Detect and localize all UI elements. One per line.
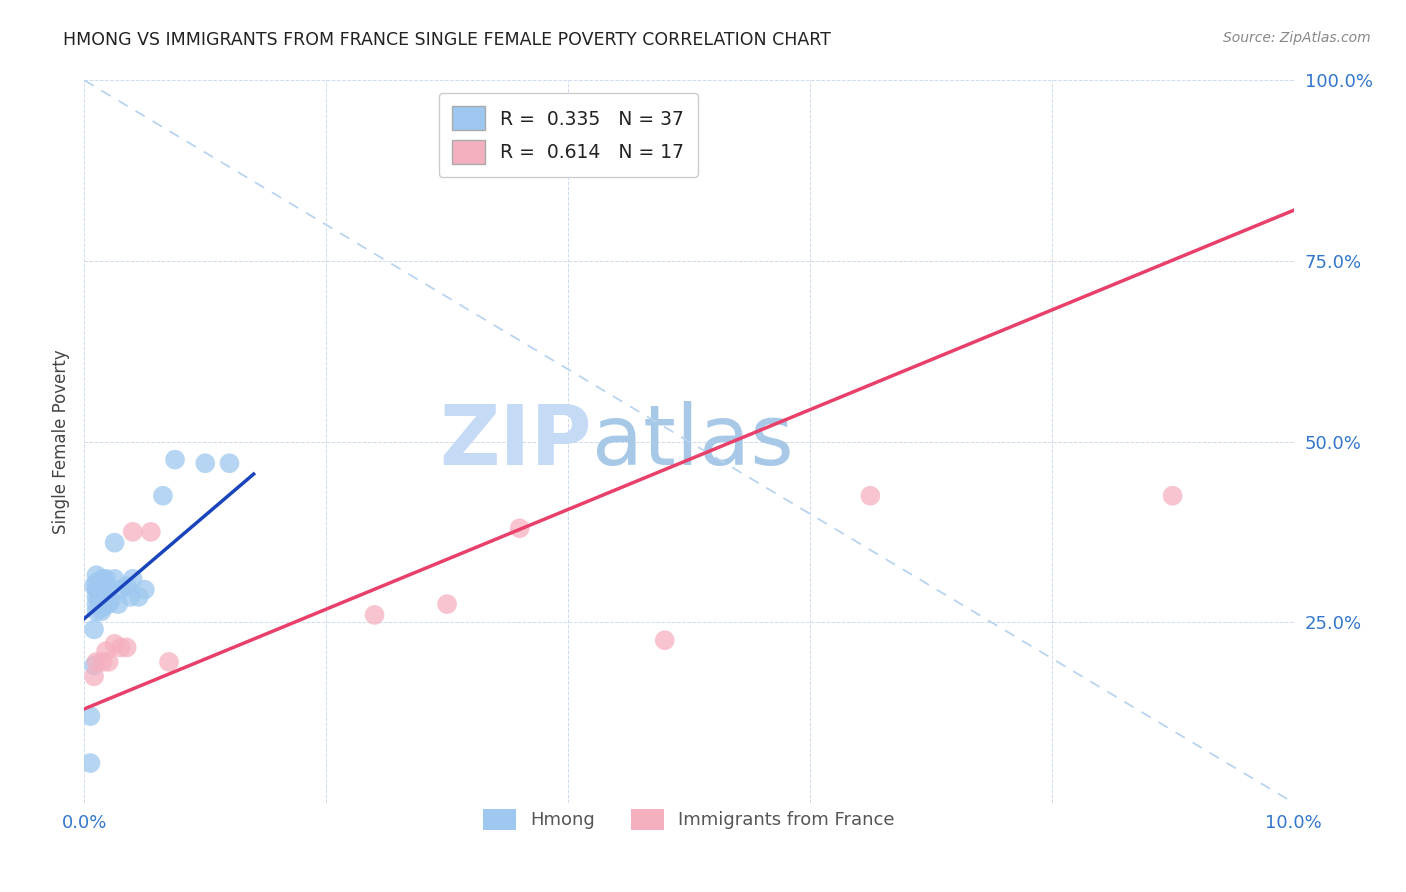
Point — [86, 590, 108, 604]
Point — [94, 572, 117, 586]
Point — [79, 709, 101, 723]
Point — [97, 597, 120, 611]
Point — [83, 658, 105, 673]
Point — [128, 590, 150, 604]
Point — [121, 524, 143, 539]
Point — [87, 590, 110, 604]
Point — [157, 655, 180, 669]
Point — [86, 582, 108, 597]
Point — [86, 568, 108, 582]
Point — [97, 655, 120, 669]
Point — [654, 633, 676, 648]
Text: HMONG VS IMMIGRANTS FROM FRANCE SINGLE FEMALE POVERTY CORRELATION CHART: HMONG VS IMMIGRANTS FROM FRANCE SINGLE F… — [63, 31, 831, 49]
Text: atlas: atlas — [592, 401, 794, 482]
Point — [83, 579, 105, 593]
Point — [79, 756, 101, 770]
Point — [436, 597, 458, 611]
Point — [100, 593, 122, 607]
Y-axis label: Single Female Poverty: Single Female Poverty — [52, 350, 70, 533]
Point — [87, 582, 110, 597]
Point — [115, 640, 138, 655]
Text: Source: ZipAtlas.com: Source: ZipAtlas.com — [1223, 31, 1371, 45]
Point — [165, 452, 187, 467]
Point — [93, 590, 115, 604]
Point — [363, 607, 385, 622]
Point — [94, 597, 117, 611]
Point — [83, 623, 105, 637]
Point — [91, 597, 114, 611]
Point — [121, 572, 143, 586]
Point — [509, 521, 531, 535]
Point — [104, 535, 127, 549]
Point — [218, 456, 240, 470]
Point — [97, 582, 120, 597]
Point — [139, 524, 162, 539]
Point — [91, 655, 114, 669]
Point — [86, 604, 108, 618]
Point — [91, 600, 114, 615]
Text: ZIP: ZIP — [440, 401, 592, 482]
Point — [152, 489, 174, 503]
Point — [94, 644, 117, 658]
Point — [859, 489, 882, 503]
Point — [134, 582, 156, 597]
Point — [104, 637, 127, 651]
Point — [194, 456, 217, 470]
Point — [91, 586, 114, 600]
Point — [86, 655, 108, 669]
Point — [107, 597, 129, 611]
Point — [104, 572, 127, 586]
Point — [110, 640, 132, 655]
Point — [86, 575, 108, 590]
Point — [115, 579, 138, 593]
Point — [86, 597, 108, 611]
Point — [90, 604, 112, 618]
Point — [91, 572, 114, 586]
Legend: Hmong, Immigrants from France: Hmong, Immigrants from France — [477, 802, 901, 837]
Point — [110, 582, 132, 597]
Point — [120, 590, 142, 604]
Point — [1161, 489, 1184, 503]
Point — [83, 669, 105, 683]
